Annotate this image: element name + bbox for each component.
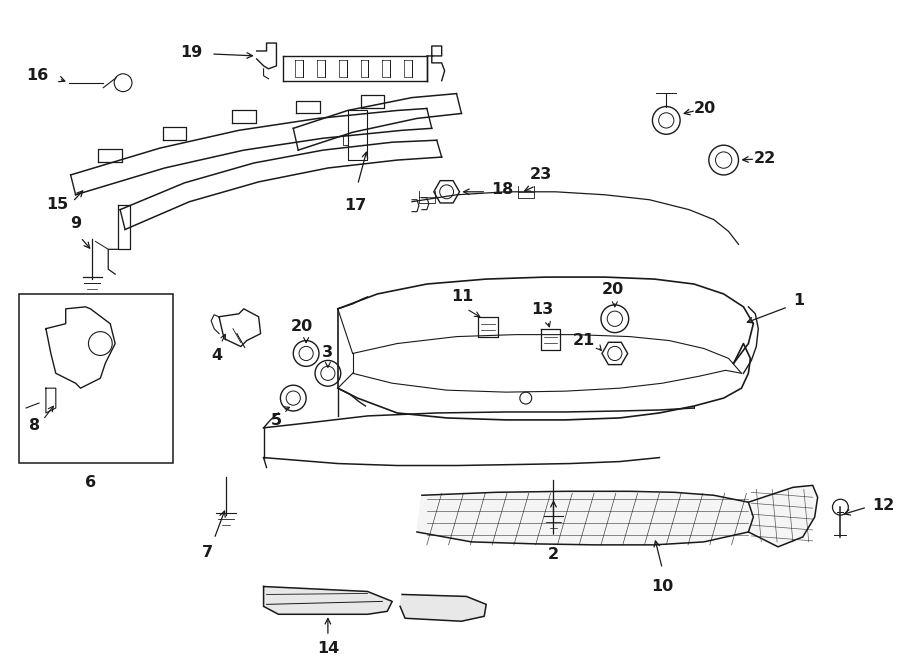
Text: 20: 20 — [602, 282, 624, 297]
Polygon shape — [264, 586, 392, 614]
Text: 14: 14 — [317, 641, 339, 656]
Text: 20: 20 — [291, 319, 313, 334]
Text: 23: 23 — [529, 167, 552, 182]
Bar — [19, 294, 173, 463]
Text: 6: 6 — [85, 475, 96, 490]
Text: 11: 11 — [451, 289, 473, 304]
Text: 22: 22 — [753, 151, 776, 166]
Polygon shape — [400, 594, 486, 621]
Text: 12: 12 — [872, 498, 895, 513]
Text: 2: 2 — [548, 547, 559, 562]
Text: 9: 9 — [70, 216, 81, 231]
Text: 18: 18 — [491, 182, 513, 198]
Text: 10: 10 — [652, 578, 673, 594]
Polygon shape — [749, 485, 818, 547]
Text: 19: 19 — [180, 46, 202, 60]
Text: 3: 3 — [322, 346, 334, 360]
Text: 13: 13 — [532, 302, 554, 317]
Text: 8: 8 — [29, 418, 40, 434]
Text: 5: 5 — [271, 413, 282, 428]
Polygon shape — [417, 491, 753, 545]
Text: 15: 15 — [47, 197, 68, 212]
Text: 17: 17 — [345, 198, 366, 213]
Text: 4: 4 — [212, 348, 222, 364]
Text: 1: 1 — [793, 293, 804, 309]
Text: 7: 7 — [202, 545, 212, 560]
Text: 16: 16 — [27, 68, 49, 83]
Text: 20: 20 — [694, 101, 716, 116]
Text: 21: 21 — [572, 333, 595, 348]
